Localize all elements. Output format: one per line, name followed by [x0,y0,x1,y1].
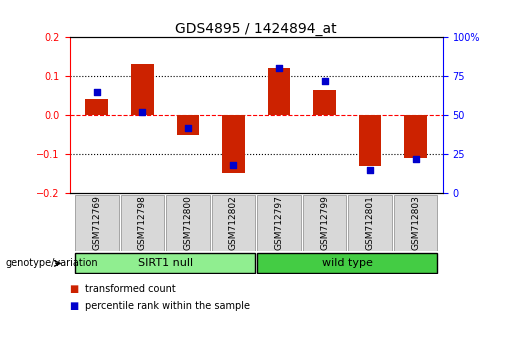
Text: SIRT1 null: SIRT1 null [138,258,193,268]
Point [93,89,101,95]
Text: ■: ■ [70,301,79,311]
Bar [212,195,255,251]
Point [411,156,420,161]
Bar [257,195,301,251]
Bar [313,90,336,115]
Point [275,65,283,71]
Bar [257,253,437,273]
Bar [222,115,245,173]
Bar [166,195,210,251]
Text: GSM712797: GSM712797 [274,195,283,251]
Bar [348,195,392,251]
Bar [358,115,382,166]
Text: GSM712769: GSM712769 [92,195,101,251]
Point [366,167,374,172]
Bar [85,99,108,115]
Text: percentile rank within the sample: percentile rank within the sample [85,301,250,311]
Bar [121,195,164,251]
Bar [404,115,427,158]
Text: wild type: wild type [322,258,373,268]
Title: GDS4895 / 1424894_at: GDS4895 / 1424894_at [176,22,337,36]
Bar [268,68,290,115]
Text: GSM712800: GSM712800 [183,195,193,251]
Bar [303,195,347,251]
Bar [75,253,255,273]
Text: GSM712802: GSM712802 [229,196,238,250]
Text: GSM712803: GSM712803 [411,195,420,251]
Point [138,109,146,115]
Bar [75,195,118,251]
Bar [177,115,199,135]
Text: GSM712799: GSM712799 [320,195,329,251]
Text: transformed count: transformed count [85,284,176,293]
Text: GSM712798: GSM712798 [138,195,147,251]
Point [229,162,237,168]
Point [320,78,329,84]
Bar [394,195,437,251]
Bar [131,64,154,115]
Text: ■: ■ [70,284,79,293]
Text: GSM712801: GSM712801 [366,195,374,251]
Point [184,125,192,130]
Text: genotype/variation: genotype/variation [5,258,98,268]
